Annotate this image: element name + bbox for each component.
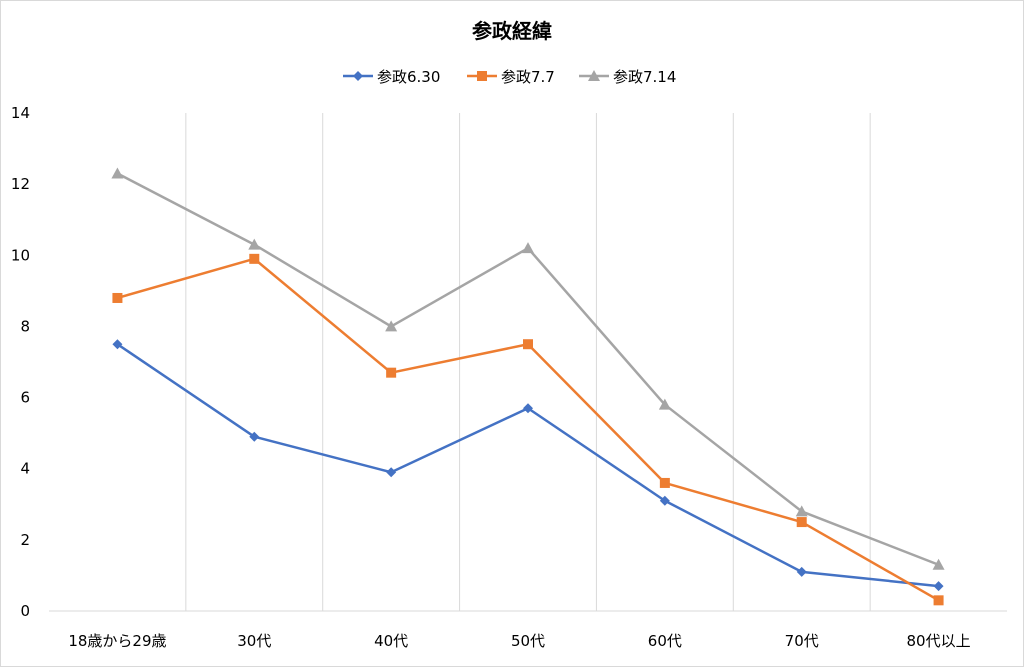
chart-title: 参政経緯	[472, 19, 552, 43]
legend-item: 参政7.14	[579, 68, 676, 86]
data-point-marker	[588, 70, 600, 81]
data-point-marker	[386, 467, 397, 478]
y-tick-label: 10	[11, 246, 30, 264]
y-tick-label: 4	[20, 460, 30, 478]
series-line	[117, 257, 940, 602]
data-point-marker	[112, 339, 123, 350]
data-point-marker	[659, 477, 670, 488]
series-group	[111, 167, 945, 606]
data-point-marker	[477, 71, 487, 81]
data-point-marker	[523, 339, 533, 350]
x-tick-label: 50代	[511, 632, 545, 650]
y-tick-label: 14	[11, 104, 30, 122]
data-point-marker	[353, 71, 363, 81]
x-tick-label: 80代以上	[907, 632, 971, 650]
series-line	[116, 343, 939, 588]
data-point-marker	[796, 517, 807, 528]
x-tick-label: 30代	[237, 632, 271, 650]
data-point-marker	[932, 558, 945, 570]
data-point-marker	[522, 242, 534, 254]
data-point-marker	[795, 505, 808, 517]
y-axis-tick-labels: 0 2 4 6 8 10 12 14	[11, 104, 30, 620]
data-point-marker	[249, 253, 260, 264]
y-tick-label: 12	[11, 175, 30, 193]
legend-item: 参政7.7	[467, 68, 555, 86]
x-tick-label: 18歳から29歳	[68, 632, 166, 650]
data-point-marker	[249, 431, 260, 442]
x-tick-label: 70代	[785, 632, 819, 650]
data-point-marker	[386, 367, 397, 378]
data-point-marker	[248, 238, 261, 250]
legend-label: 参政7.7	[501, 68, 555, 86]
series-triangle	[111, 167, 945, 570]
series-diamond	[112, 339, 944, 592]
data-point-marker	[523, 403, 533, 414]
data-point-marker	[112, 292, 123, 303]
y-tick-label: 2	[20, 531, 30, 549]
data-point-marker	[385, 320, 398, 332]
series-line	[116, 172, 940, 566]
x-axis-tick-labels: 18歳から29歳 30代 40代 50代 60代 70代 80代以上	[68, 632, 970, 650]
data-point-marker	[933, 581, 944, 592]
data-point-marker	[796, 566, 807, 577]
x-tick-label: 40代	[374, 632, 408, 650]
legend: 参政6.30 参政7.7 参政7.14	[343, 68, 676, 86]
legend-label: 参政7.14	[613, 68, 676, 86]
data-point-marker	[658, 398, 671, 410]
legend-item: 参政6.30	[343, 68, 440, 86]
y-tick-label: 0	[20, 602, 30, 620]
y-tick-label: 6	[20, 389, 30, 407]
data-point-marker	[933, 595, 944, 606]
series-square	[112, 253, 944, 606]
legend-label: 参政6.30	[377, 68, 440, 86]
grid-lines	[185, 113, 871, 611]
y-tick-label: 8	[20, 317, 30, 335]
data-point-marker	[659, 495, 670, 506]
x-tick-label: 60代	[648, 632, 682, 650]
data-point-marker	[111, 167, 124, 179]
